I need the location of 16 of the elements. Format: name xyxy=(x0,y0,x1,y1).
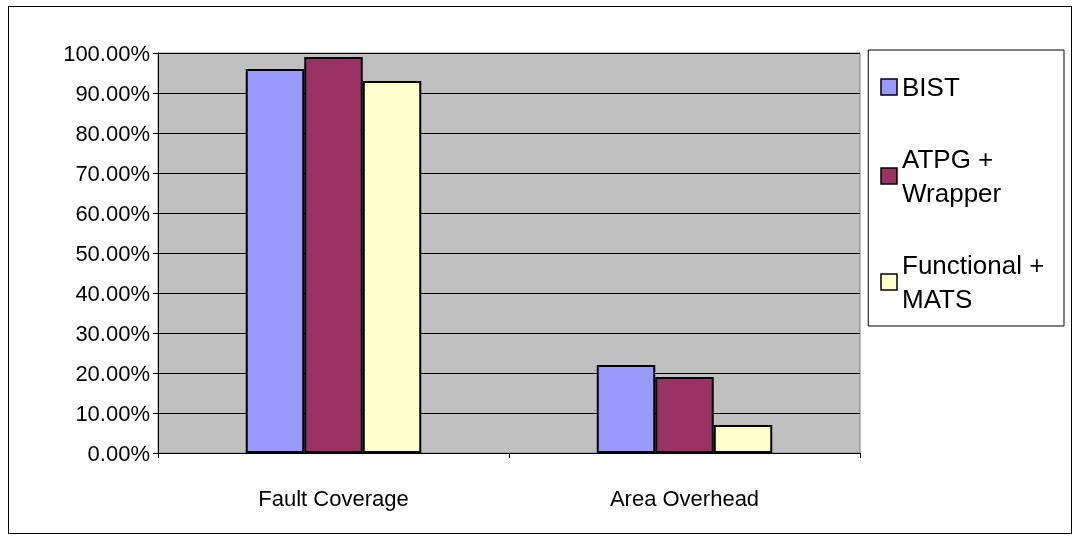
y-tick-label: 20.00% xyxy=(75,360,150,386)
y-tick-label: 100.00% xyxy=(63,40,150,66)
x-tick-label: Area Overhead xyxy=(609,485,760,511)
y-tick-label: 60.00% xyxy=(75,200,150,226)
y-tick-label: 0.00% xyxy=(87,440,150,466)
x-tick-label: Fault Coverage xyxy=(258,485,409,511)
legend-label: Functional + MATS xyxy=(902,250,1045,314)
y-tick-label: 40.00% xyxy=(75,280,150,306)
y-tick-label: 30.00% xyxy=(75,320,150,346)
y-tick-label: 90.00% xyxy=(75,80,150,106)
legend-label: BIST xyxy=(902,72,960,102)
legend-label: ATPG + Wrapper xyxy=(902,144,1002,208)
y-tick-label: 50.00% xyxy=(75,240,150,266)
y-tick-label: 10.00% xyxy=(75,400,150,426)
y-tick-label: 70.00% xyxy=(75,160,150,186)
y-tick-label: 80.00% xyxy=(75,120,150,146)
